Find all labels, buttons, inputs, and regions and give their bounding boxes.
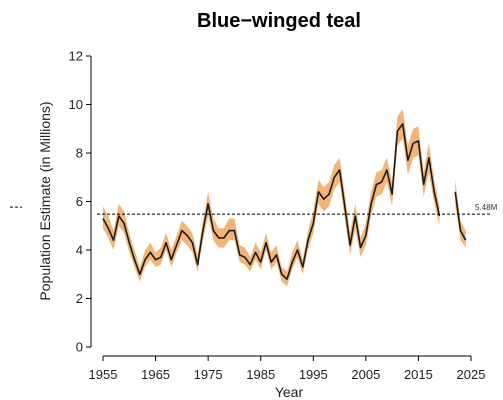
series-line-segment-0 bbox=[102, 123, 441, 280]
y-tick-label-4: 4 bbox=[76, 243, 83, 258]
y-tick-label-8: 8 bbox=[76, 146, 83, 161]
x-tick-label-1995: 1995 bbox=[299, 367, 328, 382]
confidence-band-layer bbox=[103, 109, 466, 287]
reference-line-label: 5.48M bbox=[475, 203, 498, 212]
chart-title: Blue−winged teal bbox=[197, 10, 361, 32]
x-tick-label-1955: 1955 bbox=[89, 367, 118, 382]
x-tick-label-1975: 1975 bbox=[194, 367, 223, 382]
y-tick-label-12: 12 bbox=[69, 49, 83, 64]
x-tick-label-1985: 1985 bbox=[246, 367, 275, 382]
y-tick-label-10: 10 bbox=[69, 97, 83, 112]
plot-area: 5.48M 0 2 4 6 8 10 12 1955 1965 1975 1985 1995 2005 2… bbox=[10, 49, 498, 383]
x-tick-label-2025: 2025 bbox=[457, 367, 486, 382]
series-line-segment-1 bbox=[454, 191, 467, 241]
confidence-band-segment-0 bbox=[103, 109, 440, 287]
x-tick-label-2015: 2015 bbox=[404, 367, 433, 382]
x-tick-label-1965: 1965 bbox=[141, 367, 170, 382]
y-axis-title: Population Estimate (in Millions) bbox=[37, 101, 53, 300]
series-line-layer bbox=[102, 123, 467, 280]
x-axis-title: Year bbox=[275, 384, 304, 400]
x-tick-label-2005: 2005 bbox=[351, 367, 380, 382]
reference-line-layer: 5.48M bbox=[10, 203, 498, 215]
confidence-band-segment-1 bbox=[455, 179, 466, 248]
y-tick-label-2: 2 bbox=[76, 291, 83, 306]
axes-layer: 0 2 4 6 8 10 12 1955 1965 1975 1985 1995 2005 2015 202… bbox=[69, 49, 486, 383]
y-tick-label-6: 6 bbox=[76, 194, 83, 209]
y-tick-label-0: 0 bbox=[76, 340, 83, 355]
